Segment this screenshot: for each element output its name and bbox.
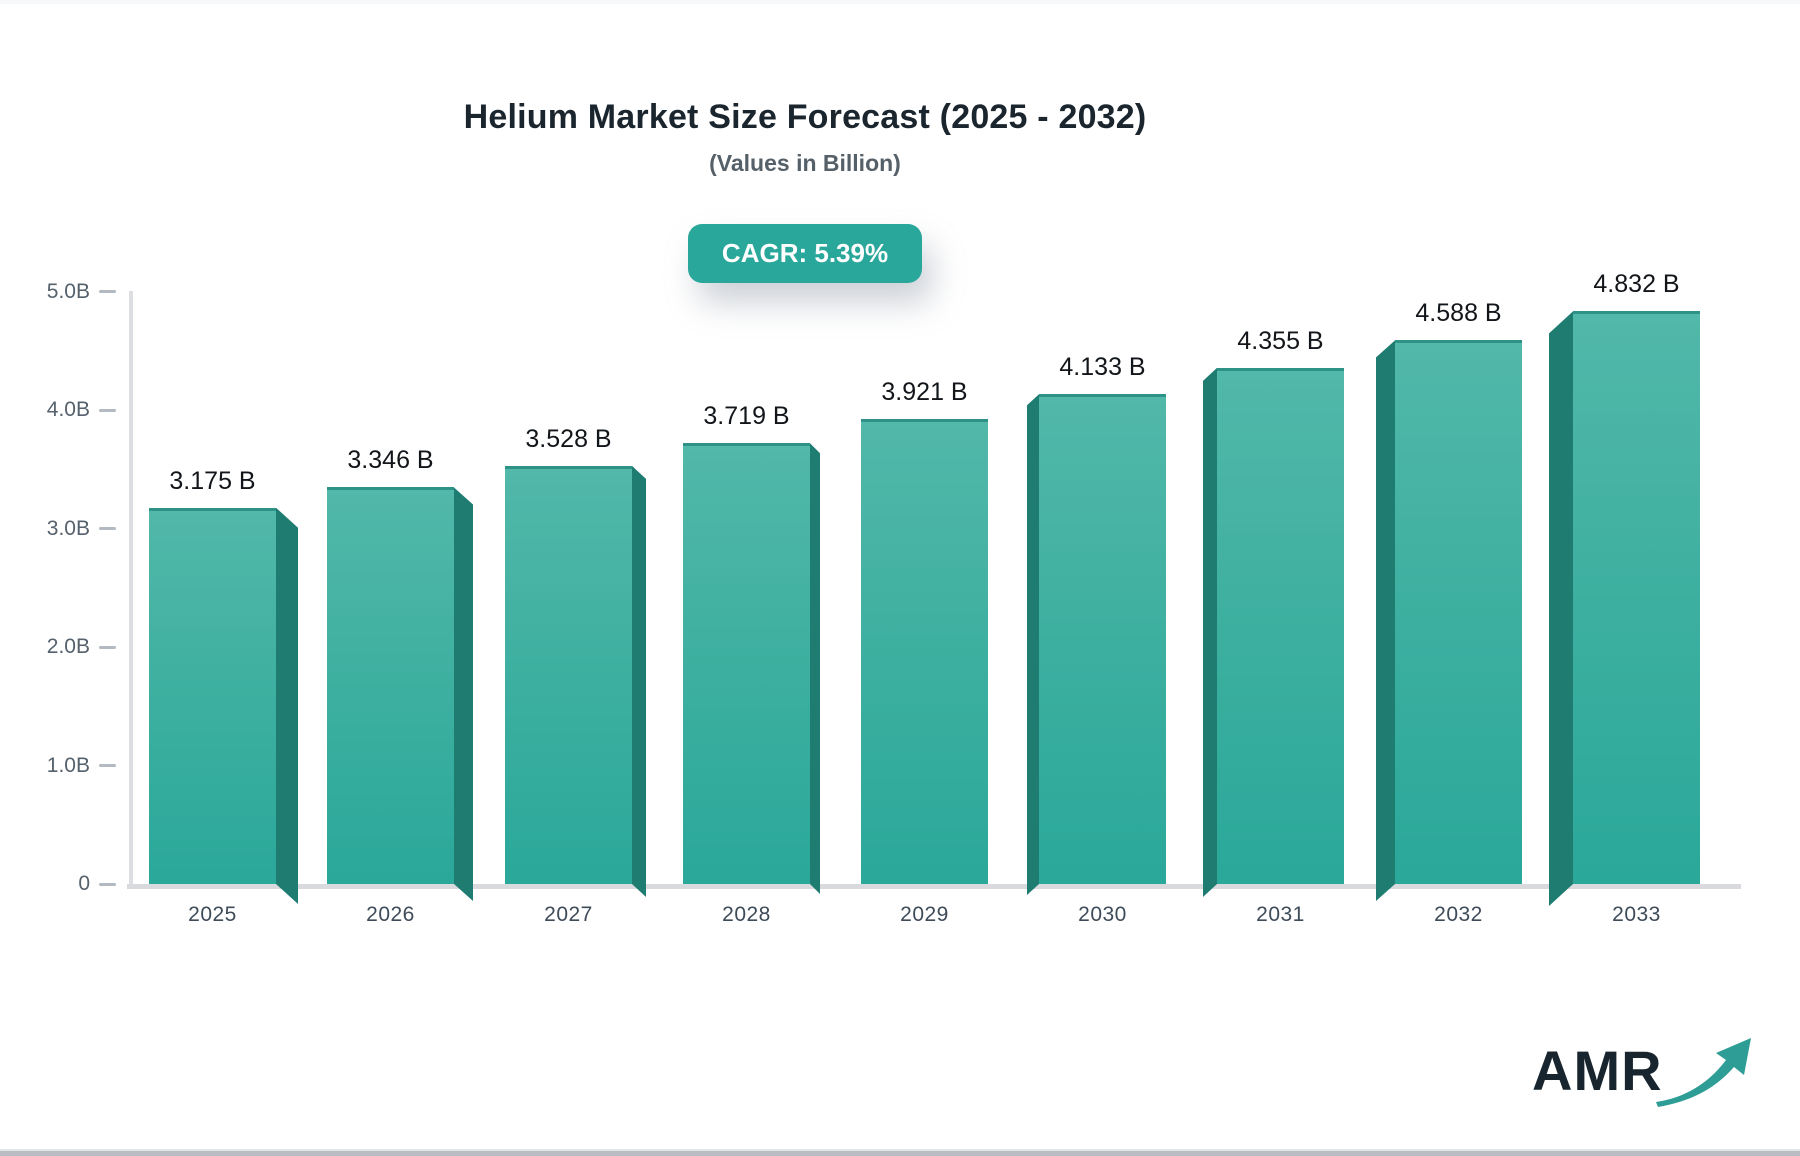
bar-2027 — [505, 465, 632, 884]
bar-value-label-2026: 3.346 B — [347, 446, 434, 475]
x-axis-baseline — [127, 884, 1741, 889]
x-tick-label-2029: 2029 — [900, 903, 949, 926]
chart-title: Helium Market Size Forecast (2025 - 2032… — [463, 98, 1147, 136]
x-tick-label-2028: 2028 — [722, 903, 771, 926]
y-tick-label: 4.0B — [46, 398, 90, 421]
y-tick-dash — [99, 764, 116, 767]
bar-side-2028 — [810, 443, 820, 894]
y-tick-dash — [99, 527, 116, 530]
bar-2032 — [1395, 340, 1522, 884]
x-tick-label-2031: 2031 — [1256, 903, 1305, 926]
bar-2030 — [1039, 394, 1166, 884]
y-tick-label: 2.0B — [46, 635, 90, 658]
amr-logo-text: AMR — [1532, 1039, 1663, 1102]
y-axis-line — [129, 291, 133, 885]
bar-value-label-2028: 3.719 B — [703, 402, 790, 431]
bar-side-2027 — [632, 466, 646, 897]
chart-subtitle: (Values in Billion) — [709, 150, 901, 176]
y-tick-dash — [99, 408, 116, 412]
y-tick-dash — [99, 645, 116, 649]
bar-value-label-2027: 3.528 B — [525, 424, 612, 453]
bar-value-label-2029: 3.921 B — [881, 378, 968, 407]
bar-value-label-2031: 4.355 B — [1237, 326, 1324, 355]
bar-value-label-2032: 4.588 B — [1415, 299, 1502, 328]
bar-side-2033 — [1549, 311, 1573, 906]
bar-side-2031 — [1203, 368, 1217, 897]
cagr-badge: CAGR: 5.39% — [687, 224, 923, 283]
page-bottom-edge — [0, 1151, 1800, 1156]
x-tick-label-2026: 2026 — [366, 903, 415, 926]
bar-2026 — [327, 487, 454, 884]
bar-side-2032 — [1376, 340, 1395, 901]
page-bottom-soft-edge — [0, 1149, 1800, 1151]
x-tick-label-2032: 2032 — [1434, 903, 1483, 926]
bar-2025 — [149, 507, 276, 884]
page-top-edge — [0, 0, 1800, 4]
bar-side-2025 — [276, 508, 298, 904]
y-tick-label: 3.0B — [46, 516, 90, 540]
y-tick-label: 0 — [78, 872, 90, 895]
bar-2028 — [683, 443, 810, 884]
x-tick-label-2025: 2025 — [188, 903, 237, 926]
y-tick-label: 5.0B — [46, 279, 90, 303]
bar-side-2026 — [454, 487, 473, 901]
y-tick-dash — [99, 290, 116, 293]
bar-2031 — [1217, 367, 1344, 884]
bar-2029 — [861, 419, 988, 884]
cagr-badge-band: CAGR: 5.39% — [0, 224, 1610, 283]
y-tick-label: 1.0B — [46, 753, 90, 777]
x-tick-label-2033: 2033 — [1612, 903, 1661, 926]
amr-logo: AMR — [1532, 1030, 1751, 1120]
bar-value-label-2033: 4.832 B — [1593, 270, 1680, 299]
x-tick-label-2027: 2027 — [544, 903, 593, 926]
bar-2033 — [1573, 311, 1700, 884]
bar-side-2030 — [1027, 394, 1039, 895]
growth-arrow-icon — [1656, 1038, 1751, 1107]
bar-value-label-2025: 3.175 B — [169, 466, 256, 495]
bar-value-label-2030: 4.133 B — [1059, 353, 1146, 382]
y-tick-dash — [99, 882, 116, 886]
x-tick-label-2030: 2030 — [1078, 903, 1127, 926]
